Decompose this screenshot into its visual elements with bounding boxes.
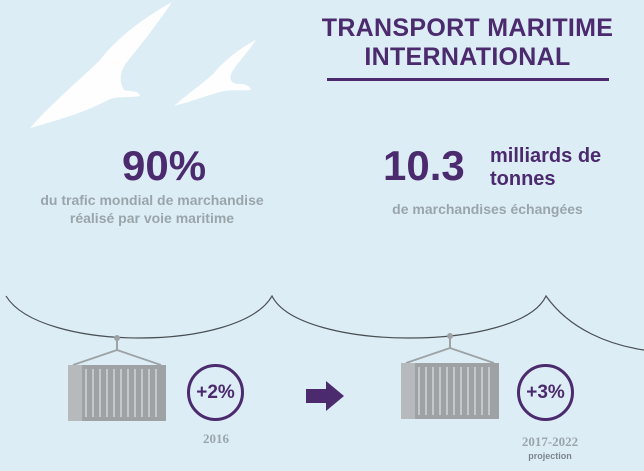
stat-percent-caption: du trafic mondial de marchandise réalisé… bbox=[22, 191, 282, 227]
stat-percent-caption-line-2: réalisé par voie maritime bbox=[69, 210, 235, 226]
rope-line bbox=[5, 294, 644, 351]
growth-badge-projection: +3% bbox=[517, 364, 574, 421]
page-title: TRANSPORT MARITIME INTERNATIONAL bbox=[300, 14, 635, 72]
stat-tonnes-unit-line-1: milliards de bbox=[490, 145, 602, 167]
shipping-container-icon bbox=[68, 335, 166, 421]
stat-percent-caption-line-1: du trafic mondial de marchandise bbox=[40, 192, 264, 208]
seagull-icon bbox=[174, 40, 256, 106]
shipping-container-icon bbox=[401, 333, 499, 419]
arrow-right-icon bbox=[306, 381, 344, 411]
projection-note: projection bbox=[528, 451, 572, 461]
title-line-1: TRANSPORT MARITIME bbox=[321, 14, 614, 42]
title-underline bbox=[327, 78, 609, 81]
year-label-2016: 2016 bbox=[203, 431, 229, 446]
seagull-icon bbox=[30, 2, 172, 128]
title-line-2: INTERNATIONAL bbox=[364, 43, 571, 71]
stat-tonnes-unit: milliards de tonnes bbox=[490, 145, 601, 191]
growth-badge-2016: +2% bbox=[187, 364, 244, 421]
year-label-projection: 2017-2022 bbox=[521, 434, 579, 449]
stat-percent-value: 90% bbox=[122, 142, 207, 189]
stat-tonnes-value: 10.3 bbox=[383, 142, 465, 189]
stat-tonnes-caption: de marchandises échangées bbox=[392, 201, 583, 217]
stat-tonnes-unit-line-2: tonnes bbox=[490, 168, 556, 190]
